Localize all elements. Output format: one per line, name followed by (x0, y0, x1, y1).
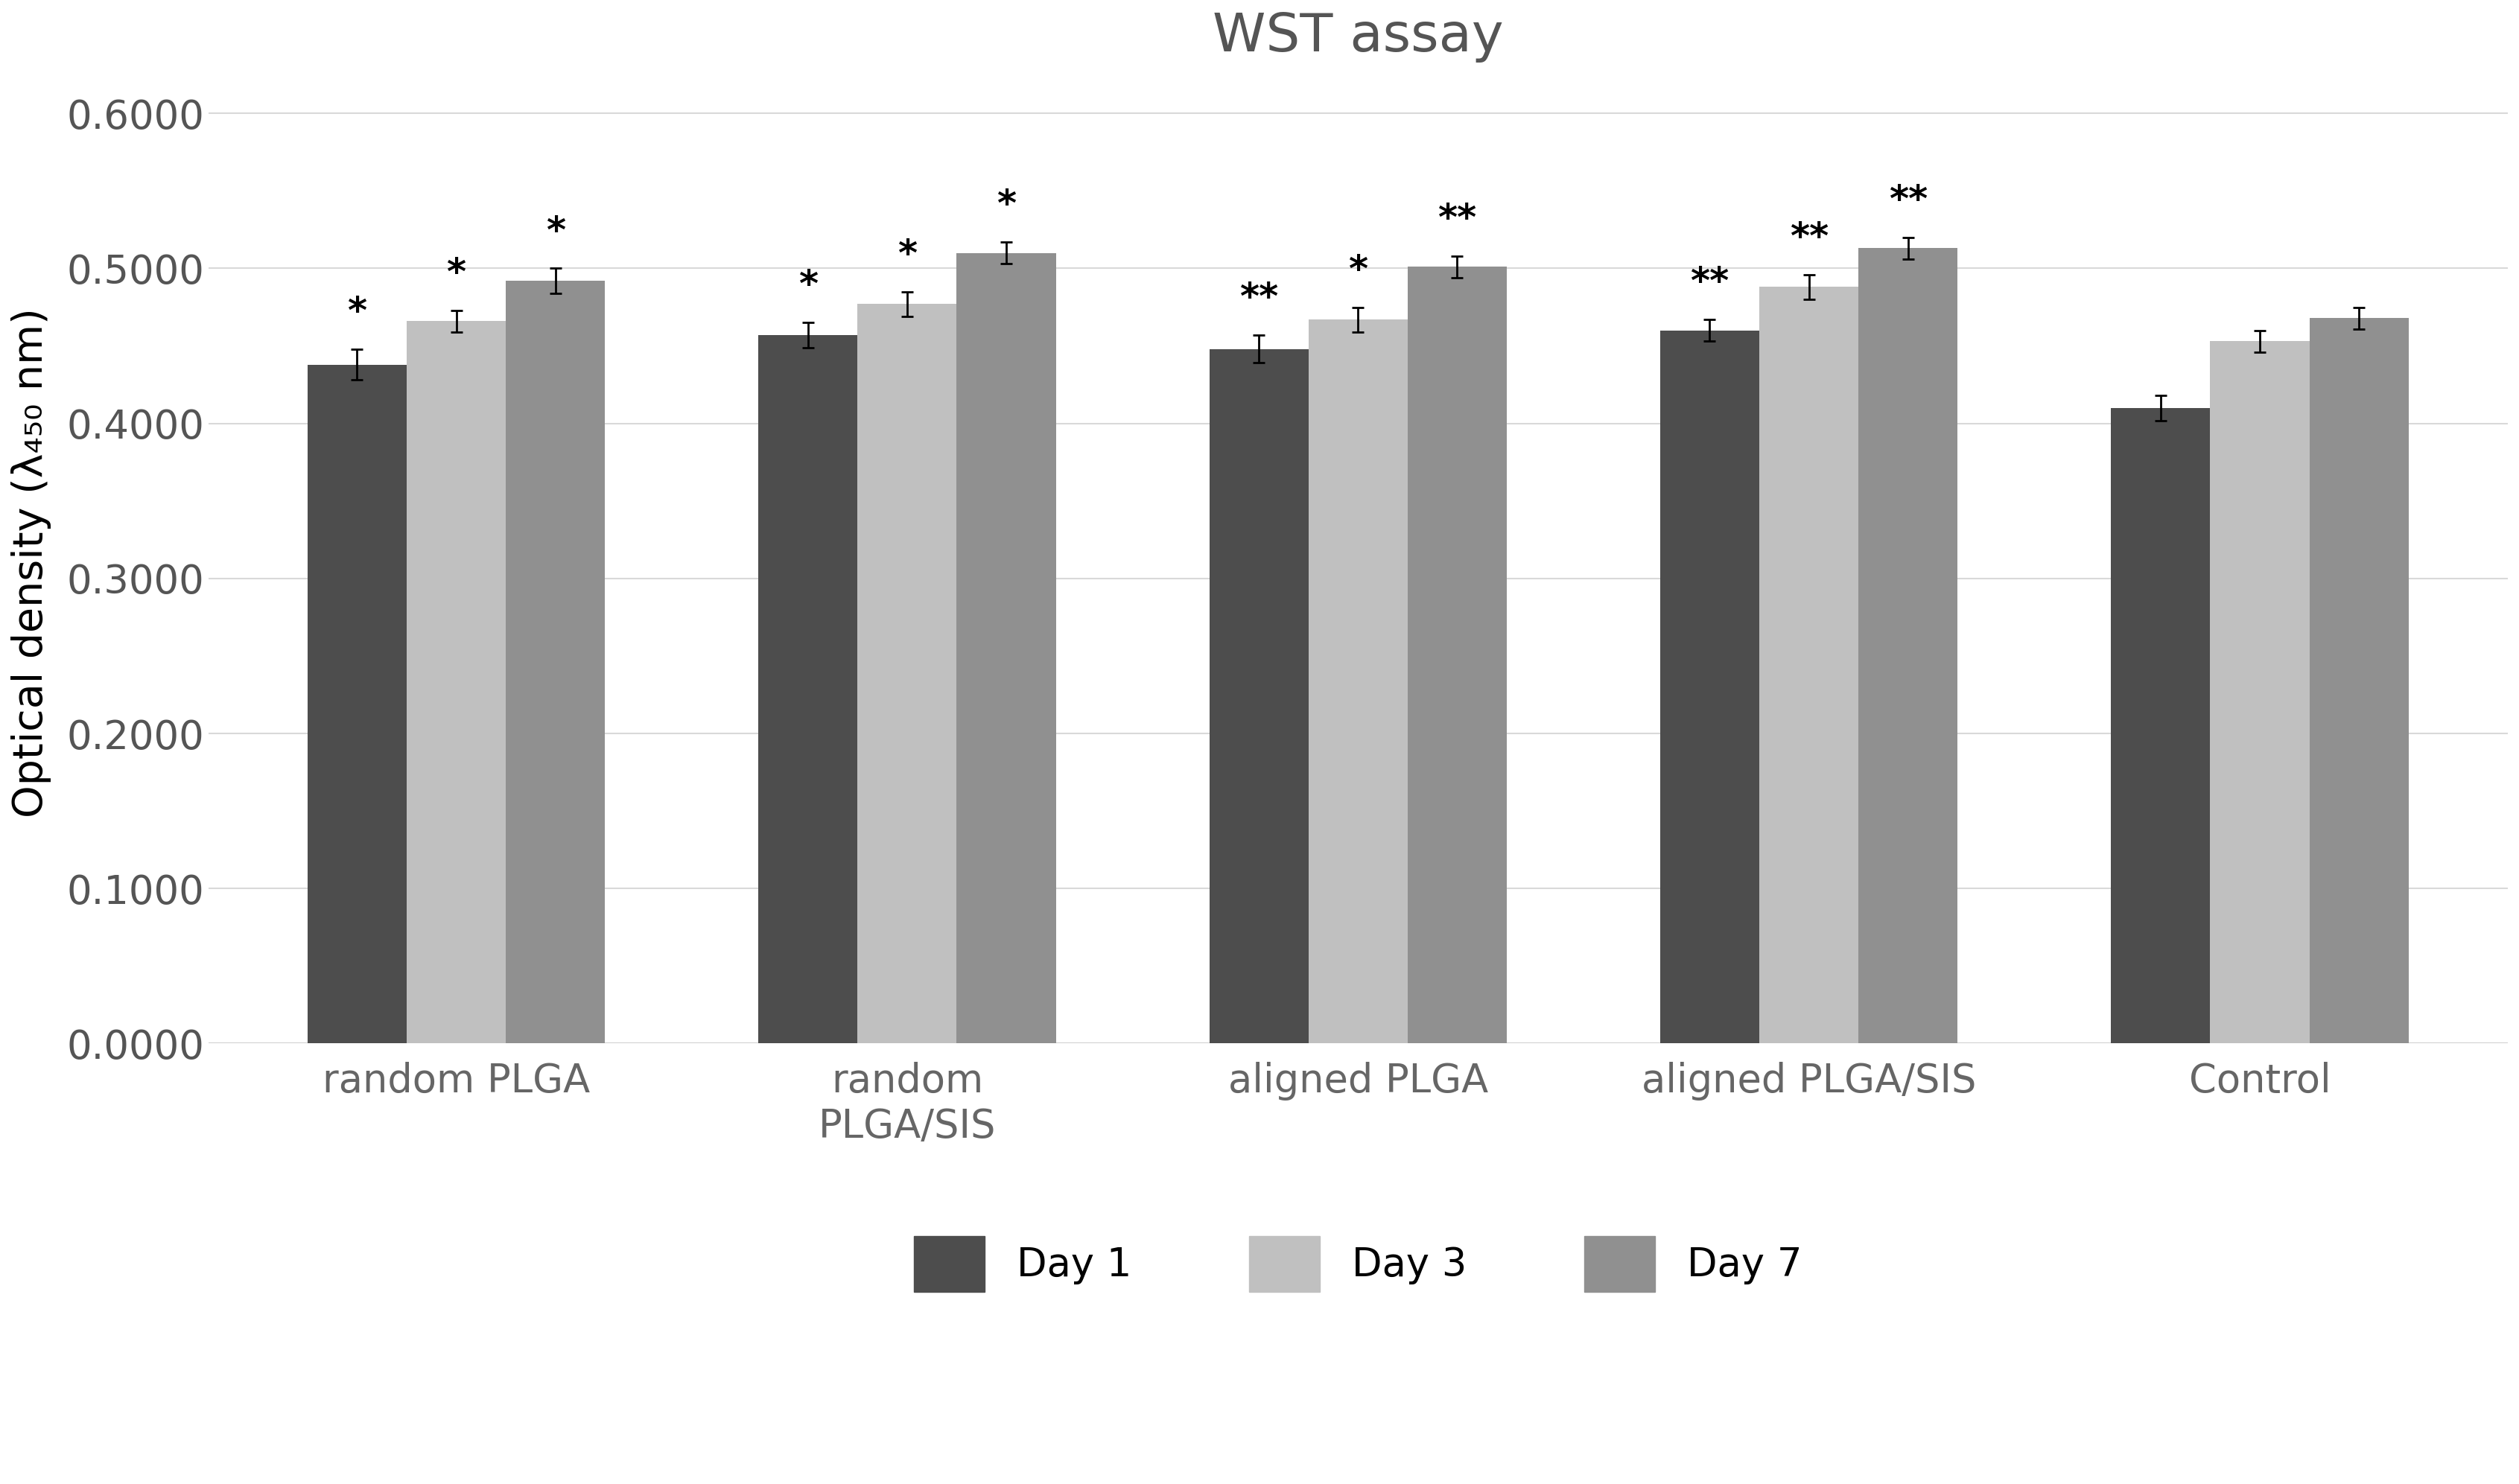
Bar (1859, 248, 1957, 1043)
Text: *: * (799, 269, 819, 304)
Text: **: ** (1438, 202, 1476, 237)
Bar (2310, 318, 2408, 1043)
Title: WST assay: WST assay (1212, 12, 1504, 62)
Bar (1660, 331, 1758, 1043)
Text: *: * (1348, 252, 1368, 288)
Bar (957, 252, 1055, 1043)
Bar (1758, 286, 1859, 1043)
Bar (856, 304, 957, 1043)
Bar (758, 335, 856, 1043)
Bar (506, 280, 605, 1043)
Text: *: * (897, 237, 917, 273)
Text: *: * (446, 255, 466, 292)
Text: **: ** (1788, 220, 1829, 257)
Bar (1307, 319, 1408, 1043)
Bar (1408, 267, 1506, 1043)
Bar (1209, 349, 1307, 1043)
Text: **: ** (1690, 266, 1728, 301)
Text: *: * (998, 187, 1015, 224)
Y-axis label: Optical density (λ₄₅₀ nm): Optical density (λ₄₅₀ nm) (10, 309, 50, 818)
Bar (406, 321, 506, 1043)
Text: **: ** (1889, 183, 1927, 218)
Text: *: * (348, 295, 368, 331)
Bar (2111, 408, 2209, 1043)
Bar (307, 365, 406, 1043)
Bar (2209, 341, 2310, 1043)
Text: **: ** (1239, 280, 1277, 316)
Legend: Day 1, Day 3, Day 7: Day 1, Day 3, Day 7 (914, 1236, 1801, 1291)
Text: *: * (547, 214, 564, 249)
